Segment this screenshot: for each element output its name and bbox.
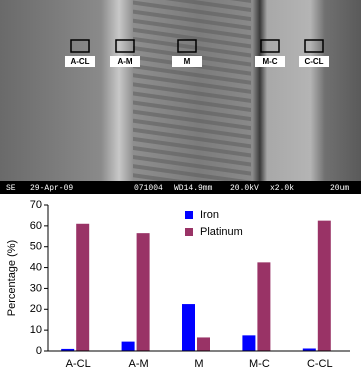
legend-label: Iron <box>200 209 219 221</box>
x-tick-label: A-M <box>129 358 149 370</box>
y-tick-label: 70 <box>30 199 42 211</box>
info-text: SE <box>6 184 16 193</box>
legend-swatch <box>185 211 193 219</box>
bar <box>257 262 271 351</box>
bar <box>136 233 150 351</box>
region-box <box>115 39 135 53</box>
chart: Percentage (%) <box>6 240 18 316</box>
info-text: 20.0kV <box>230 184 259 193</box>
bar <box>76 223 90 351</box>
region-label-bg <box>65 56 95 67</box>
region-box <box>70 39 90 53</box>
micrograph <box>0 0 361 194</box>
y-tick-label: 40 <box>30 261 42 273</box>
y-tick-label: 50 <box>30 241 42 253</box>
bar <box>242 335 256 351</box>
region-label: A-M <box>117 57 132 66</box>
region-label-bg <box>255 56 285 67</box>
info-text: 071004 <box>134 184 163 193</box>
x-tick-label: M-C <box>249 358 270 370</box>
bar <box>182 304 195 351</box>
y-tick-label: 0 <box>36 345 42 357</box>
region-label: M-C <box>262 57 277 66</box>
info-bar <box>0 181 361 194</box>
region-box <box>304 39 324 53</box>
y-tick-label: 60 <box>30 220 42 232</box>
legend-swatch <box>185 228 193 236</box>
bar <box>197 337 210 351</box>
region-label: A-CL <box>70 57 89 66</box>
y-tick-label: 30 <box>30 282 42 294</box>
bar <box>61 348 75 351</box>
info-text: 29-Apr-09 <box>30 184 73 193</box>
info-text: WD14.9mm <box>174 184 213 193</box>
bar <box>121 341 135 351</box>
region-label: M <box>184 57 191 66</box>
region-box <box>177 39 197 53</box>
y-tick-label: 20 <box>30 303 42 315</box>
info-text: 20um <box>330 184 349 193</box>
y-axis-title: Percentage (%) <box>6 240 18 316</box>
bar <box>302 348 316 351</box>
sem-texture <box>133 0 251 181</box>
y-tick-label: 10 <box>30 324 42 336</box>
x-tick-label: A-CL <box>66 358 91 370</box>
region-label-bg <box>172 56 202 67</box>
region-box <box>260 39 280 53</box>
region-label-bg <box>299 56 329 67</box>
x-tick-label: M <box>194 358 203 370</box>
bar <box>317 220 331 351</box>
region-label-bg <box>110 56 140 67</box>
legend-label: Platinum <box>200 226 243 238</box>
x-tick-label: C-CL <box>307 358 333 370</box>
info-text: x2.0k <box>270 184 294 193</box>
region-label: C-CL <box>304 57 323 66</box>
